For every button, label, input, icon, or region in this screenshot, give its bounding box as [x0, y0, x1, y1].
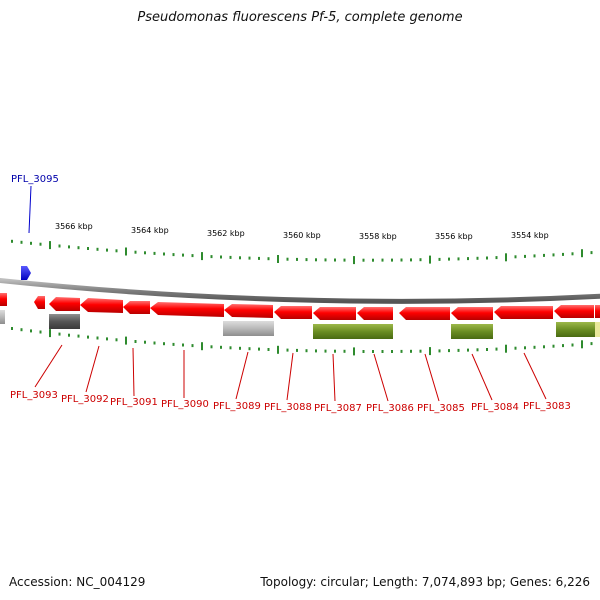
scale-label-3560: 3560 kbp [283, 231, 321, 240]
leader-line-pfl-3084 [471, 353, 493, 401]
leader-line-pfl-3093 [34, 344, 63, 388]
feature-box[interactable] [556, 322, 595, 337]
gene-arrow-pfl-3087[interactable] [274, 306, 312, 319]
leader-line-pfl-3095 [28, 185, 32, 234]
scale-label-3564: 3564 kbp [131, 226, 169, 235]
gene-label-pfl-3088[interactable]: PFL_3088 [264, 402, 312, 413]
leader-line-pfl-3085 [424, 353, 440, 402]
gene-label-pfl-3093[interactable]: PFL_3093 [10, 390, 58, 401]
accession-text: Accession: NC_004129 [9, 575, 146, 589]
gene-arrow-pfl-3084[interactable] [399, 307, 450, 320]
scale-label-3558: 3558 kbp [359, 232, 397, 241]
gene-arrow-pfl-3083[interactable] [451, 307, 493, 320]
gene-arrow-pfl-3093[interactable] [34, 296, 45, 309]
gene-label-pfl-3092[interactable]: PFL_3092 [61, 394, 109, 405]
feature-box[interactable] [0, 310, 5, 324]
gene-arrow-pfl-3090[interactable] [123, 301, 150, 314]
gene-arrow-pfl-3086[interactable] [313, 307, 356, 320]
gene-label-pfl-3084[interactable]: PFL_3084 [471, 402, 519, 413]
gene-label-pfl-3083[interactable]: PFL_3083 [523, 401, 571, 412]
scale-label-3566: 3566 kbp [55, 222, 93, 231]
scale-label-3554: 3554 kbp [511, 231, 549, 240]
genome-summary-text: Topology: circular; Length: 7,074,893 bp… [260, 575, 590, 589]
reverse-gene-track [0, 293, 600, 320]
leader-line-pfl-3091 [132, 347, 135, 397]
feature-box[interactable] [223, 321, 274, 336]
scale-ticks-lower [11, 327, 593, 356]
feature-box[interactable] [313, 324, 393, 339]
leader-line-pfl-3092 [85, 345, 100, 393]
feature-track [0, 310, 600, 339]
gene-arrow-pfl-3094[interactable] [0, 293, 7, 306]
gene-arrow-pfl-3085[interactable] [357, 307, 393, 320]
gene-label-pfl-3089[interactable]: PFL_3089 [213, 401, 261, 412]
leader-line-pfl-3086 [373, 353, 389, 402]
scale-label-3556: 3556 kbp [435, 232, 473, 241]
scale-ticks-upper [11, 239, 593, 265]
leader-line-pfl-3083 [523, 352, 547, 400]
gene-arrow-edge[interactable] [595, 305, 600, 318]
gene-arrow-pfl-3089[interactable] [150, 302, 224, 317]
gene-arrow-pfl-3082[interactable] [494, 306, 553, 319]
gene-label-pfl-3085[interactable]: PFL_3085 [417, 403, 465, 414]
gene-label-pfl-3087[interactable]: PFL_3087 [314, 403, 362, 414]
gene-label-pfl-3090[interactable]: PFL_3090 [161, 399, 209, 410]
scale-label-3562: 3562 kbp [207, 229, 245, 238]
gene-label-pfl-3095[interactable]: PFL_3095 [11, 174, 59, 185]
genome-title: Pseudomonas fluorescens Pf-5, complete g… [137, 10, 463, 25]
genome-backbone [0, 277, 600, 304]
feature-box[interactable] [451, 324, 493, 339]
gene-arrow-pfl-3092[interactable] [49, 297, 80, 311]
leader-line-pfl-3087 [332, 353, 336, 402]
leader-line-pfl-3089 [235, 351, 249, 400]
gene-arrow-pfl-3088[interactable] [224, 304, 273, 318]
gene-arrow-pfl-3091[interactable] [80, 298, 123, 313]
leader-line-pfl-3088 [286, 352, 294, 401]
feature-box[interactable] [595, 322, 600, 337]
reverse-gene-labels: PFL_3093 PFL_3092 PFL_3091 PFL_3090 PFL_… [10, 344, 571, 414]
gene-label-pfl-3086[interactable]: PFL_3086 [366, 403, 414, 414]
gene-arrow-pfl-3095[interactable] [21, 266, 31, 280]
gene-arrow-pfl-3081[interactable] [554, 305, 594, 318]
feature-box[interactable] [49, 314, 80, 329]
gene-label-pfl-3091[interactable]: PFL_3091 [110, 397, 158, 408]
